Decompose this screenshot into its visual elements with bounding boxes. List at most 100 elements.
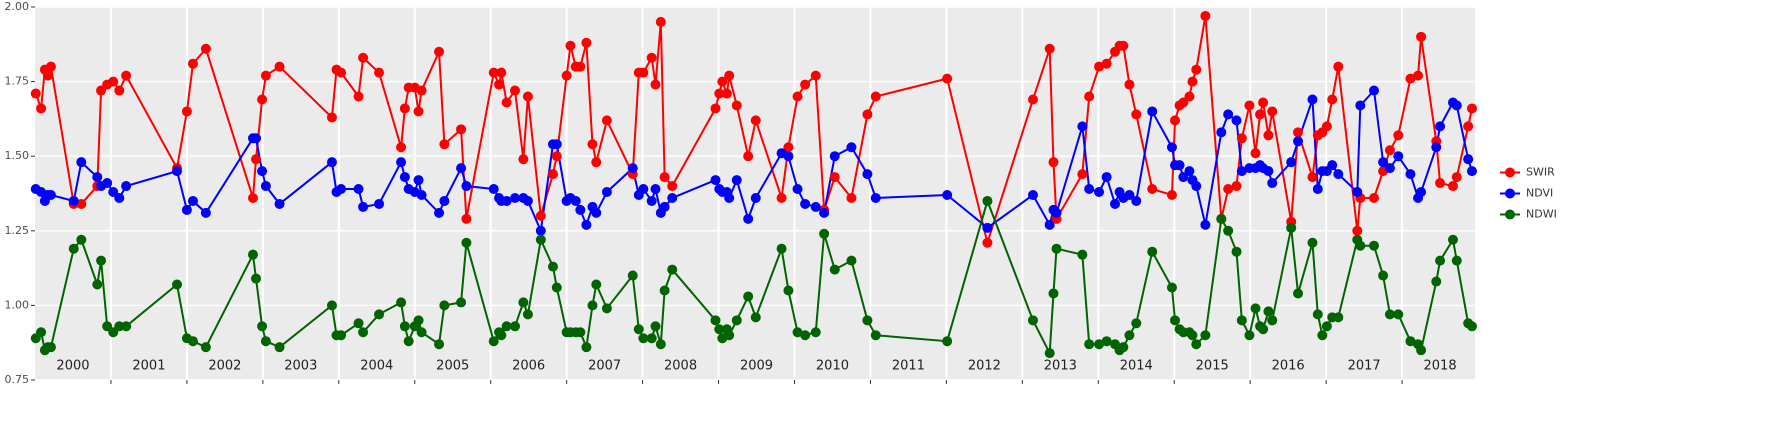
data-point bbox=[1048, 288, 1059, 299]
data-point bbox=[1355, 240, 1366, 251]
data-point bbox=[374, 309, 385, 320]
data-point bbox=[1431, 142, 1442, 153]
data-point bbox=[1312, 184, 1323, 195]
data-point bbox=[1110, 198, 1120, 209]
data-point bbox=[1244, 100, 1255, 111]
data-point bbox=[982, 222, 993, 233]
data-point bbox=[792, 91, 803, 102]
x-tick-label: 2015 bbox=[1196, 359, 1229, 374]
data-point bbox=[731, 315, 742, 326]
data-point bbox=[1166, 282, 1177, 293]
data-point bbox=[1355, 100, 1366, 111]
x-tick-label: 2013 bbox=[1044, 359, 1077, 374]
x-tick-label: 2008 bbox=[664, 359, 697, 374]
data-point bbox=[655, 339, 666, 350]
data-point bbox=[650, 184, 661, 195]
data-point bbox=[1147, 246, 1158, 257]
data-point bbox=[496, 67, 507, 78]
data-point bbox=[416, 189, 427, 200]
data-point bbox=[1118, 342, 1129, 353]
data-point bbox=[1463, 121, 1474, 132]
data-point bbox=[862, 169, 873, 180]
data-point bbox=[456, 297, 467, 308]
data-point bbox=[358, 327, 369, 338]
data-point bbox=[575, 204, 586, 215]
data-point bbox=[551, 139, 562, 150]
data-point bbox=[1084, 339, 1095, 350]
data-point bbox=[416, 327, 427, 338]
data-point bbox=[829, 172, 840, 183]
data-point bbox=[1191, 339, 1202, 350]
data-point bbox=[1466, 166, 1477, 177]
data-point bbox=[1184, 166, 1195, 177]
data-point bbox=[581, 37, 592, 48]
x-tick-label: 2004 bbox=[360, 359, 393, 374]
data-point bbox=[565, 40, 576, 51]
data-point bbox=[846, 192, 857, 203]
data-point bbox=[403, 336, 414, 347]
data-point bbox=[92, 172, 103, 183]
x-tick-label: 2012 bbox=[968, 359, 1001, 374]
data-point bbox=[810, 327, 821, 338]
data-point bbox=[399, 172, 410, 183]
data-point bbox=[1451, 172, 1462, 183]
data-point bbox=[633, 324, 644, 335]
data-point bbox=[251, 154, 262, 165]
data-point bbox=[488, 184, 499, 195]
data-point bbox=[659, 201, 670, 212]
data-point bbox=[942, 73, 953, 84]
data-point bbox=[501, 321, 512, 332]
legend-marker bbox=[1505, 167, 1515, 178]
data-point bbox=[800, 79, 811, 90]
data-point bbox=[1236, 133, 1247, 144]
data-point bbox=[646, 52, 657, 63]
y-tick-label: 1.75 bbox=[5, 75, 30, 88]
data-point bbox=[187, 58, 198, 69]
data-point bbox=[743, 213, 754, 224]
y-tick-label: 2.00 bbox=[5, 0, 30, 13]
data-point bbox=[1368, 85, 1379, 96]
data-point bbox=[659, 285, 670, 296]
data-point bbox=[1378, 270, 1389, 281]
data-point bbox=[434, 46, 445, 57]
data-point bbox=[1333, 61, 1344, 72]
data-point bbox=[247, 192, 258, 203]
data-point bbox=[1435, 178, 1446, 189]
data-point bbox=[638, 67, 649, 78]
data-point bbox=[1216, 213, 1227, 224]
data-point bbox=[247, 249, 258, 260]
data-point bbox=[667, 192, 678, 203]
data-point bbox=[102, 178, 113, 189]
data-point bbox=[76, 157, 87, 168]
data-point bbox=[1286, 222, 1297, 233]
data-point bbox=[1236, 315, 1247, 326]
data-point bbox=[714, 324, 725, 335]
data-point bbox=[522, 91, 533, 102]
legend-label: SWIR bbox=[1526, 166, 1555, 179]
data-point bbox=[76, 198, 87, 209]
data-point bbox=[1084, 184, 1095, 195]
data-point bbox=[1124, 189, 1135, 200]
data-point bbox=[1321, 321, 1332, 332]
data-point bbox=[1250, 303, 1261, 314]
data-point bbox=[456, 163, 467, 174]
data-point bbox=[710, 103, 721, 114]
data-point bbox=[601, 115, 612, 126]
data-point bbox=[1293, 136, 1304, 147]
data-point bbox=[776, 243, 787, 254]
data-point bbox=[1191, 64, 1202, 75]
data-point bbox=[862, 109, 873, 120]
data-point bbox=[1451, 100, 1462, 111]
data-point bbox=[1250, 148, 1261, 159]
data-point bbox=[274, 61, 285, 72]
data-point bbox=[1267, 106, 1278, 117]
data-point bbox=[1352, 187, 1363, 198]
data-point bbox=[535, 225, 546, 236]
data-point bbox=[1463, 154, 1474, 165]
data-point bbox=[792, 184, 803, 195]
data-point bbox=[1223, 184, 1234, 195]
data-point bbox=[353, 184, 364, 195]
data-point bbox=[870, 91, 881, 102]
data-point bbox=[1307, 172, 1318, 183]
data-point bbox=[45, 61, 56, 72]
